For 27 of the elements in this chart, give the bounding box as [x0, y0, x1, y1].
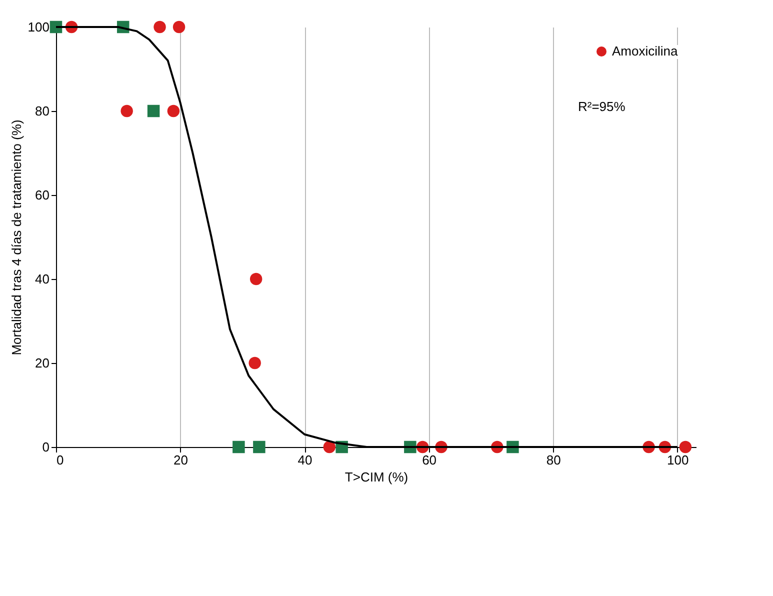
x-tick-label: 80: [546, 452, 561, 468]
point: [248, 356, 261, 370]
point: [250, 272, 262, 286]
y-tick-label: 40: [35, 272, 50, 286]
point: [172, 20, 186, 34]
point: [323, 440, 336, 454]
y-tick-label: 0: [42, 440, 50, 454]
point: [167, 104, 180, 118]
x-tick-label: 60: [422, 452, 437, 468]
y-tick-label: 100: [28, 20, 50, 34]
y-tick-label: 20: [35, 356, 50, 370]
x-tick-label: 0: [56, 452, 64, 468]
x-tick-label: 20: [174, 452, 188, 468]
y-axis-title: Mortalidad tras 4 días de tratamiento (%): [8, 120, 24, 356]
point: [120, 104, 133, 118]
legend-label: Amoxicilina: [612, 44, 679, 58]
point: [679, 440, 692, 454]
point: [154, 20, 166, 34]
x-axis-title: T>CIM (%): [344, 470, 408, 484]
x-tick-label: 40: [298, 452, 312, 468]
annotation: R²=95%: [578, 99, 626, 114]
point: [147, 104, 160, 118]
point: [253, 440, 266, 454]
y-tick-label: 80: [35, 104, 50, 118]
x-tick-label: 100: [667, 452, 689, 468]
y-tick-label: 60: [35, 188, 50, 202]
point: [232, 440, 245, 454]
